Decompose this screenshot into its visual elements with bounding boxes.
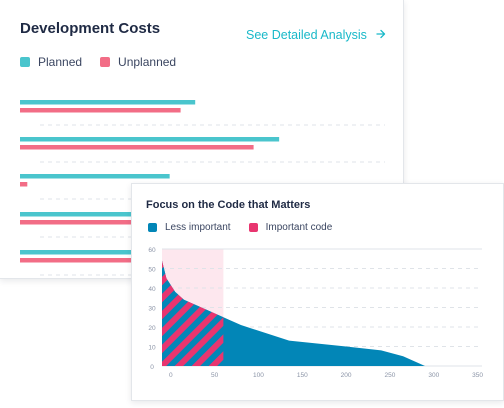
y-tick-label: 50	[148, 267, 156, 274]
legend-swatch-unplanned	[100, 57, 111, 67]
x-tick-label: 100	[253, 372, 264, 379]
area-important-code	[162, 260, 224, 366]
x-tick-label: 200	[341, 372, 352, 379]
dev-costs-legend: Planned Unplanned	[20, 55, 194, 69]
y-tick-label: 0	[150, 364, 154, 371]
legend-item-unplanned: Unplanned	[100, 55, 176, 69]
legend-label-planned: Planned	[38, 55, 83, 69]
see-detailed-analysis-link[interactable]: See Detailed Analysis	[246, 28, 386, 42]
legend-label-unplanned: Unplanned	[118, 55, 177, 69]
legend-item-planned: Planned	[20, 55, 82, 69]
legend-label-less-important: Less important	[165, 222, 231, 233]
x-tick-label: 150	[297, 372, 308, 379]
bar-planned	[20, 174, 170, 179]
code-focus-chart: 0 10 20 30 40 50 60 0 50 100 150 200 250 300 350	[148, 247, 483, 379]
legend-swatch-planned	[20, 57, 30, 67]
legend-label-important-code: Important code	[265, 222, 333, 233]
bar-unplanned	[20, 108, 181, 113]
legend-swatch-important-code	[248, 223, 258, 232]
bar-unplanned	[20, 220, 174, 225]
bar-unplanned	[20, 182, 28, 187]
y-tick-label: 30	[148, 306, 156, 313]
area-less-important	[162, 260, 426, 366]
legend-item-less-important: Less important	[148, 222, 231, 233]
see-detailed-analysis-label: See Detailed Analysis	[246, 28, 367, 42]
legend-swatch-less-important	[148, 223, 157, 232]
x-tick-label: 250	[385, 372, 396, 379]
x-tick-label: 0	[169, 372, 173, 379]
code-focus-title: Focus on the Code that Matters	[146, 199, 311, 211]
bar-planned	[20, 100, 196, 105]
x-tick-label: 350	[472, 372, 483, 379]
y-tick-label: 60	[148, 247, 156, 254]
bar-planned	[20, 137, 280, 142]
bar-unplanned	[20, 145, 254, 150]
y-tick-label: 40	[148, 286, 156, 293]
y-tick-label: 10	[148, 345, 156, 352]
arrow-right-icon	[376, 28, 386, 42]
x-tick-label: 300	[428, 372, 439, 379]
legend-item-important-code: Important code	[248, 222, 333, 233]
code-focus-card: Focus on the Code that Matters Less impo…	[131, 183, 504, 401]
y-tick-label: 20	[148, 325, 156, 332]
development-costs-title: Development Costs	[20, 20, 161, 37]
code-focus-legend: Less important Important code	[148, 222, 350, 233]
x-tick-label: 50	[211, 372, 219, 379]
